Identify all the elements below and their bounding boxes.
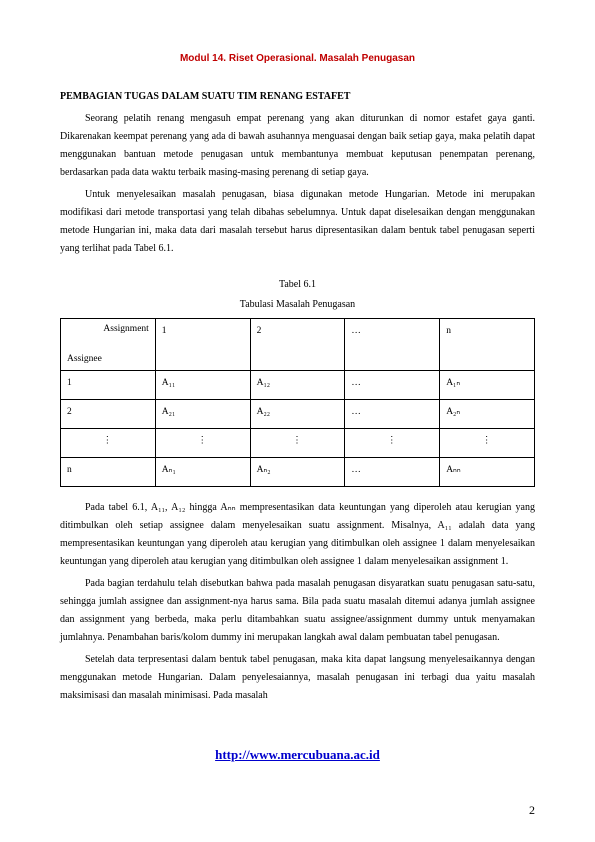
- cell: A₁₂: [250, 370, 345, 399]
- table-subcaption: Tabulasi Masalah Penugasan: [60, 296, 535, 314]
- cell: A₁₁: [155, 370, 250, 399]
- table-row: n Aₙ₁ Aₙ₂ … Aₙₙ: [61, 457, 535, 486]
- section-heading: PEMBAGIAN TUGAS DALAM SUATU TIM RENANG E…: [60, 88, 535, 106]
- footer-url[interactable]: http://www.mercubuana.ac.id: [215, 747, 380, 762]
- cell-dots: …: [345, 457, 440, 486]
- diag-bottom-label: Assignee: [67, 353, 149, 365]
- table-row: 1 A₁₁ A₁₂ … A₁ₙ: [61, 370, 535, 399]
- cell: A₂₂: [250, 399, 345, 428]
- paragraph-5: Setelah data terpresentasi dalam bentuk …: [60, 651, 535, 705]
- cell: Aₙ₂: [250, 457, 345, 486]
- assignment-table: Assignment Assignee 1 2 … n 1 A₁₁ A₁₂ … …: [60, 318, 535, 487]
- module-header: Modul 14. Riset Operasional. Masalah Pen…: [60, 50, 535, 68]
- footer-link: http://www.mercubuana.ac.id: [60, 743, 535, 766]
- vdots: ⋮: [250, 428, 345, 457]
- paragraph-1: Seorang pelatih renang mengasuh empat pe…: [60, 110, 535, 182]
- row-header-1: 1: [61, 370, 156, 399]
- table-caption: Tabel 6.1: [60, 276, 535, 294]
- col-header-2: 2: [250, 319, 345, 371]
- vdots: ⋮: [61, 428, 156, 457]
- cell-dots: …: [345, 370, 440, 399]
- cell: A₂ₙ: [440, 399, 535, 428]
- col-header-dots: …: [345, 319, 440, 371]
- diag-top-label: Assignment: [67, 323, 149, 335]
- table-row: 2 A₂₁ A₂₂ … A₂ₙ: [61, 399, 535, 428]
- cell: A₂₁: [155, 399, 250, 428]
- table-row-vdots: ⋮ ⋮ ⋮ ⋮ ⋮: [61, 428, 535, 457]
- cell: Aₙ₁: [155, 457, 250, 486]
- paragraph-2: Untuk menyelesaikan masalah penugasan, b…: [60, 186, 535, 258]
- page-number: 2: [529, 800, 535, 822]
- vdots: ⋮: [155, 428, 250, 457]
- col-header-1: 1: [155, 319, 250, 371]
- cell-dots: …: [345, 399, 440, 428]
- cell: A₁ₙ: [440, 370, 535, 399]
- row-header-n: n: [61, 457, 156, 486]
- cell: Aₙₙ: [440, 457, 535, 486]
- paragraph-3: Pada tabel 6.1, A₁₁, A₁₂ hingga Aₙₙ memp…: [60, 499, 535, 571]
- table-header-row: Assignment Assignee 1 2 … n: [61, 319, 535, 371]
- vdots: ⋮: [345, 428, 440, 457]
- vdots: ⋮: [440, 428, 535, 457]
- row-header-2: 2: [61, 399, 156, 428]
- paragraph-4: Pada bagian terdahulu telah disebutkan b…: [60, 575, 535, 647]
- col-header-n: n: [440, 319, 535, 371]
